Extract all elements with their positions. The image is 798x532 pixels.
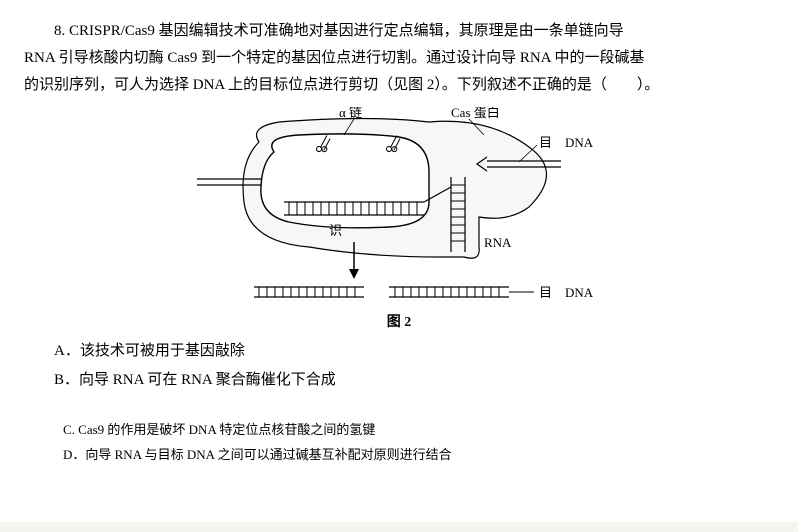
crispr-diagram: α 链 Cas 蛋白 目 DNA 识 RNA 目 DNA	[189, 107, 609, 307]
question-line3: 的识别序列，可人为选择 DNA 上的目标位点进行剪切（见图 2）。下列叙述不正确…	[24, 72, 774, 99]
label-recognition: 识	[329, 223, 342, 238]
label-rna: RNA	[484, 235, 512, 250]
figure-caption: 图 2	[24, 311, 774, 331]
label-target-dna-top: 目 DNA	[539, 135, 594, 150]
label-alpha-chain: α 链	[339, 107, 362, 120]
cut-dna-right	[389, 287, 534, 297]
option-b: B．向导 RNA 可在 RNA 聚合酶催化下合成	[54, 366, 774, 395]
figure-container: α 链 Cas 蛋白 目 DNA 识 RNA 目 DNA	[24, 107, 774, 307]
label-cas-protein: Cas 蛋白	[451, 107, 500, 120]
page-bottom-texture	[0, 522, 798, 532]
option-c: C. Cas9 的作用是破坏 DNA 特定位点核苷酸之间的氢键	[63, 418, 774, 443]
option-a: A．该技术可被用于基因敲除	[54, 337, 774, 366]
question-line1: 8. CRISPR/Cas9 基因编辑技术可准确地对基因进行定点编辑，其原理是由…	[24, 18, 774, 45]
cut-dna-left	[254, 287, 364, 297]
option-d: D．向导 RNA 与目标 DNA 之间可以通过碱基互补配对原则进行结合	[63, 443, 774, 468]
label-target-dna-bottom: 目 DNA	[539, 285, 594, 300]
question-line2: RNA 引导核酸内切酶 Cas9 到一个特定的基因位点进行切割。通过设计向导 R…	[24, 45, 774, 72]
